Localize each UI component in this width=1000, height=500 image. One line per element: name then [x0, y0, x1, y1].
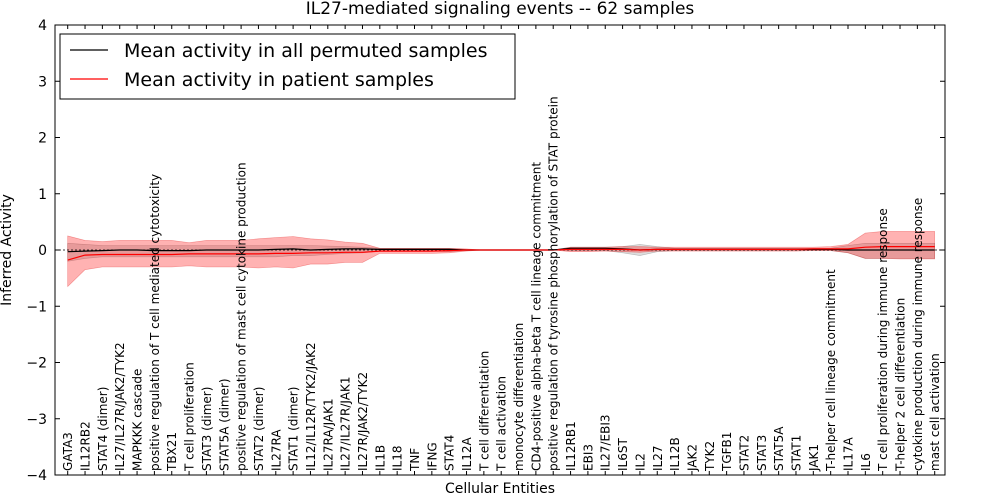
- x-tick-label: positive regulation of mast cell cytokin…: [235, 162, 249, 471]
- x-tick-label: STAT2 (dimer): [252, 387, 266, 471]
- y-axis-ticks: −4 −3 −2 −1 0 1 2 3 4: [26, 18, 945, 484]
- y-tick-label: 2: [38, 131, 47, 147]
- x-tick-label: IL17A: [842, 437, 856, 471]
- x-tick-label: IL12/IL12R/TYK2/JAK2: [304, 342, 318, 471]
- y-tick-label: −2: [26, 356, 47, 372]
- x-tick-label: IL18: [391, 446, 405, 472]
- x-tick-label: monocyte differentiation: [512, 323, 526, 471]
- y-axis-label: Inferred Activity: [0, 194, 15, 306]
- x-tick-label: GATA3: [61, 432, 75, 471]
- x-tick-label: IL2: [633, 453, 647, 471]
- x-tick-label: JAK1: [807, 444, 821, 472]
- x-tick-label: T-helper 2 cell differentiation: [894, 298, 908, 472]
- legend-label-patient: Mean activity in patient samples: [124, 69, 434, 91]
- x-tick-label: IL1B: [373, 445, 387, 471]
- x-tick-label: STAT3 (dimer): [200, 387, 214, 471]
- y-tick-label: 4: [38, 18, 47, 34]
- x-tick-label: T-helper cell lineage commitment: [824, 269, 838, 472]
- y-tick-label: −3: [26, 412, 47, 428]
- x-tick-label: STAT4: [443, 435, 457, 471]
- band-permuted: [67, 242, 935, 262]
- x-tick-label: TBX21: [165, 432, 179, 472]
- x-tick-label: STAT3: [755, 435, 769, 471]
- x-axis-ticks: [67, 25, 936, 475]
- x-axis-label: Cellular Entities: [445, 481, 555, 497]
- legend-box: [59, 33, 516, 100]
- x-tick-label: IL27/IL27R/JAK2/TYK2: [113, 342, 127, 471]
- x-tick-label: STAT5A (dimer): [217, 378, 231, 471]
- x-tick-label: MAPKKK cascade: [131, 369, 145, 471]
- x-tick-label: IFNG: [425, 442, 439, 471]
- x-tick-label: T cell activation: [495, 376, 509, 472]
- chart-title: IL27-mediated signaling events -- 62 sam…: [306, 0, 695, 19]
- x-tick-label: IL27/IL27R/JAK1: [339, 377, 353, 471]
- x-tick-label: IL6: [859, 453, 873, 471]
- x-axis-tick-labels: GATA3 IL12RB2 STAT4 (dimer) IL27/IL27R/JAK2…: [61, 96, 942, 472]
- x-tick-label: positive regulation of tyrosine phosphor…: [547, 96, 561, 471]
- x-tick-label: STAT1 (dimer): [287, 387, 301, 471]
- plot-frame: [54, 24, 946, 476]
- x-tick-label: mast cell activation: [928, 353, 942, 471]
- band-patient: [67, 231, 935, 288]
- y-tick-label: 0: [38, 243, 47, 259]
- x-tick-label: positive regulation of T cell mediated c…: [148, 174, 162, 471]
- x-tick-label: IL27R/JAK2/TYK2: [356, 372, 370, 471]
- x-tick-label: IL27RA: [269, 429, 283, 471]
- x-tick-label: IL27/EBI3: [599, 414, 613, 471]
- x-tick-label: IL12A: [460, 437, 474, 471]
- x-tick-label: STAT2: [738, 435, 752, 471]
- x-tick-label: IL12B: [668, 437, 682, 471]
- y-tick-label: 3: [38, 74, 47, 90]
- series-lines: [55, 246, 945, 261]
- x-tick-label: IL6ST: [616, 438, 630, 471]
- x-tick-label: TGFB1: [720, 432, 734, 472]
- y-tick-label: −1: [26, 299, 47, 315]
- confidence-bands: [67, 231, 935, 288]
- x-tick-label: T cell proliferation: [183, 362, 197, 472]
- legend-label-permuted: Mean activity in all permuted samples: [124, 40, 487, 62]
- x-tick-label: cytokine production during immune respon…: [911, 198, 925, 471]
- x-tick-label: IL27RA/JAK1: [321, 398, 335, 471]
- y-tick-label: −4: [26, 468, 47, 484]
- x-tick-label: JAK2: [685, 444, 699, 472]
- x-tick-label: T cell proliferation during immune respo…: [876, 208, 890, 472]
- x-tick-label: IL27: [651, 446, 665, 472]
- x-tick-label: IL12RB1: [564, 421, 578, 471]
- x-tick-label: TNF: [408, 448, 422, 472]
- x-tick-label: STAT4 (dimer): [96, 387, 110, 471]
- x-tick-label: TYK2: [703, 441, 717, 472]
- x-tick-label: CD4-positive alpha-beta T cell lineage c…: [529, 162, 543, 471]
- x-tick-label: STAT1: [790, 435, 804, 471]
- x-tick-label: STAT5A: [772, 426, 786, 471]
- series-line-patient: [67, 246, 935, 261]
- legend: Mean activity in all permuted samples Me…: [59, 33, 516, 100]
- x-tick-label: T cell differentiation: [477, 351, 491, 472]
- x-tick-label: EBI3: [581, 444, 595, 471]
- x-tick-label: IL12RB2: [79, 421, 93, 471]
- y-tick-label: 1: [38, 187, 47, 203]
